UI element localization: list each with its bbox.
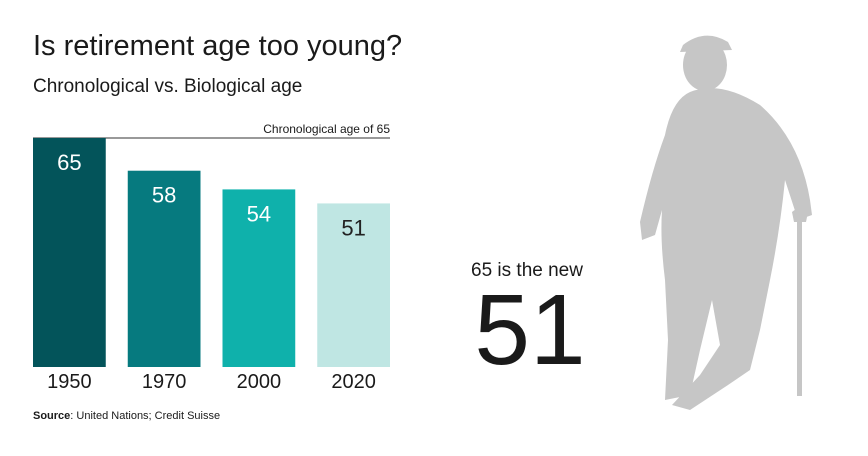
- silhouette: [640, 35, 812, 411]
- bar: [222, 189, 296, 367]
- x-tick-label: 1950: [47, 371, 92, 393]
- source-note: Source: United Nations; Credit Suisse: [33, 410, 220, 422]
- value-label: 58: [152, 183, 176, 208]
- reference-label: Chronological age of 65: [263, 122, 390, 136]
- value-label: 51: [341, 215, 365, 240]
- value-label: 65: [57, 150, 81, 175]
- bar: [127, 170, 201, 367]
- callout-number: 51: [474, 274, 585, 386]
- value-label: 54: [247, 201, 271, 226]
- callout-text: 65 is the new: [471, 260, 583, 281]
- chart-subtitle: Chronological vs. Biological age: [33, 76, 302, 97]
- x-tick-label: 2000: [237, 371, 282, 393]
- bar: [33, 138, 106, 367]
- source-text: : United Nations; Credit Suisse: [70, 410, 220, 422]
- x-tick-label: 2020: [331, 371, 376, 393]
- source-label: Source: [33, 410, 70, 422]
- chart-title: Is retirement age too young?: [33, 30, 402, 62]
- x-tick-label: 1970: [142, 371, 187, 393]
- bar: [317, 203, 390, 367]
